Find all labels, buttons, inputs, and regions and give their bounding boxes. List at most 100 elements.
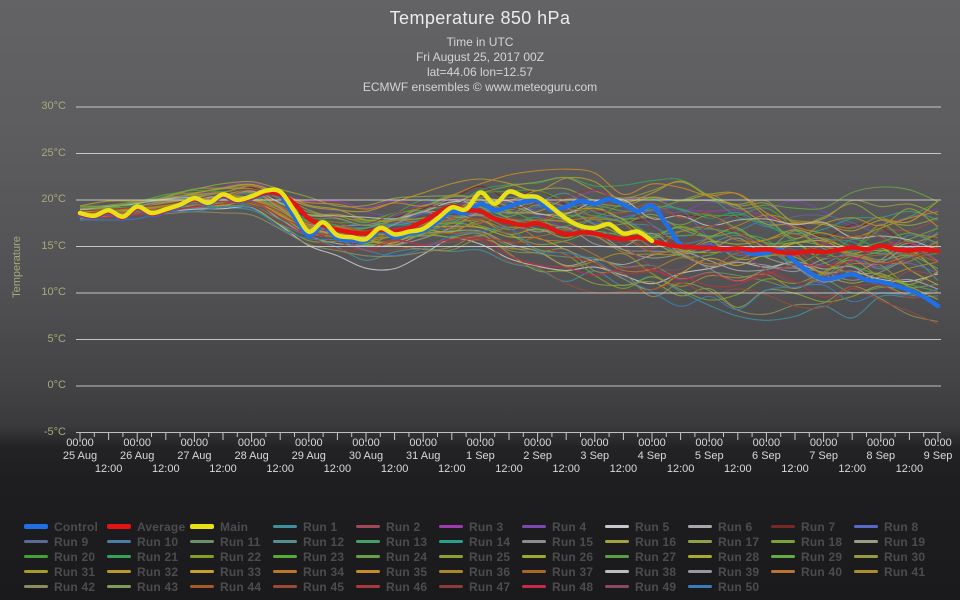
- legend-item-run-16[interactable]: Run 16: [605, 534, 688, 549]
- legend-label: Run 30: [884, 549, 926, 564]
- legend-item-run-31[interactable]: Run 31: [24, 564, 107, 579]
- legend-item-run-17[interactable]: Run 17: [688, 534, 771, 549]
- legend-item-run-10[interactable]: Run 10: [107, 534, 190, 549]
- legend-item-run-22[interactable]: Run 22: [190, 549, 273, 564]
- legend-item-run-40[interactable]: Run 40: [771, 564, 854, 579]
- legend-item-run-30[interactable]: Run 30: [854, 549, 937, 564]
- legend-item-run-27[interactable]: Run 27: [605, 549, 688, 564]
- legend-item-main[interactable]: Main: [190, 519, 273, 534]
- legend-swatch: [605, 525, 629, 528]
- legend-swatch: [273, 540, 297, 543]
- legend-item-run-43[interactable]: Run 43: [107, 579, 190, 594]
- x-minor-time-label: 12:00: [552, 463, 580, 475]
- legend-item-run-15[interactable]: Run 15: [522, 534, 605, 549]
- legend-item-run-24[interactable]: Run 24: [356, 549, 439, 564]
- x-time-label: 00:00: [695, 437, 723, 449]
- legend-item-run-2[interactable]: Run 2: [356, 519, 439, 534]
- legend-item-run-39[interactable]: Run 39: [688, 564, 771, 579]
- x-date-label: 4 Sep: [637, 450, 667, 462]
- legend-item-control[interactable]: Control: [24, 519, 107, 534]
- legend-swatch: [439, 585, 463, 588]
- legend-item-run-41[interactable]: Run 41: [854, 564, 937, 579]
- legend-label: Run 31: [54, 564, 96, 579]
- legend-item-run-37[interactable]: Run 37: [522, 564, 605, 579]
- legend-item-run-42[interactable]: Run 42: [24, 579, 107, 594]
- legend-swatch: [273, 555, 297, 558]
- x-minor-time-label: 12:00: [495, 463, 523, 475]
- legend-item-run-1[interactable]: Run 1: [273, 519, 356, 534]
- legend-item-run-35[interactable]: Run 35: [356, 564, 439, 579]
- legend-item-run-29[interactable]: Run 29: [771, 549, 854, 564]
- x-minor-time-label: 12:00: [209, 463, 237, 475]
- legend-label: Main: [220, 519, 249, 534]
- ensemble-run-line: [79, 205, 939, 311]
- legend-label: Run 6: [718, 519, 753, 534]
- legend-item-run-6[interactable]: Run 6: [688, 519, 771, 534]
- x-date-label: 6 Sep: [752, 450, 781, 462]
- x-minor-time-label: 12:00: [609, 463, 638, 475]
- legend-item-run-5[interactable]: Run 5: [605, 519, 688, 534]
- legend-label: Run 20: [54, 549, 96, 564]
- legend-item-run-28[interactable]: Run 28: [688, 549, 771, 564]
- highlighted-series-layer: [77, 187, 941, 309]
- legend-item-run-34[interactable]: Run 34: [273, 564, 356, 579]
- legend-label: Run 13: [386, 534, 428, 549]
- x-time-label: 00:00: [581, 437, 609, 449]
- x-date-label: 29 Aug: [291, 450, 326, 462]
- x-minor-time-label: 12:00: [724, 463, 752, 475]
- legend-item-run-14[interactable]: Run 14: [439, 534, 522, 549]
- legend-item-run-49[interactable]: Run 49: [605, 579, 688, 594]
- legend-item-run-32[interactable]: Run 32: [107, 564, 190, 579]
- legend-label: Run 19: [884, 534, 926, 549]
- y-tick-label: 15°C: [41, 239, 66, 252]
- legend-item-run-46[interactable]: Run 46: [356, 579, 439, 594]
- legend-label: Run 36: [469, 564, 511, 579]
- legend-item-run-23[interactable]: Run 23: [273, 549, 356, 564]
- legend-label: Run 48: [552, 579, 594, 594]
- legend-swatch: [356, 585, 380, 588]
- ensemble-run-line: [79, 211, 939, 323]
- x-date-label: 7 Sep: [809, 450, 838, 462]
- legend-item-run-44[interactable]: Run 44: [190, 579, 273, 594]
- legend-label: Run 50: [718, 579, 760, 594]
- legend-item-run-12[interactable]: Run 12: [273, 534, 356, 549]
- legend-item-run-18[interactable]: Run 18: [771, 534, 854, 549]
- legend-swatch: [522, 525, 546, 528]
- legend-swatch: [522, 585, 546, 588]
- legend-swatch: [854, 525, 878, 528]
- legend-label: Run 11: [220, 534, 261, 549]
- legend-item-run-25[interactable]: Run 25: [439, 549, 522, 564]
- legend-label: Run 38: [635, 564, 677, 579]
- legend-item-run-19[interactable]: Run 19: [854, 534, 937, 549]
- legend-item-run-26[interactable]: Run 26: [522, 549, 605, 564]
- legend-item-run-21[interactable]: Run 21: [107, 549, 190, 564]
- legend-label: Control: [54, 519, 99, 534]
- legend-item-run-45[interactable]: Run 45: [273, 579, 356, 594]
- x-minor-time-label: 12:00: [380, 463, 409, 475]
- x-time-label: 00:00: [523, 437, 552, 449]
- x-date-label: 31 Aug: [406, 450, 441, 462]
- legend-label: Average: [137, 519, 186, 534]
- legend-swatch: [605, 585, 629, 588]
- legend-label: Run 21: [137, 549, 179, 564]
- legend-label: Run 7: [801, 519, 836, 534]
- y-tick-label: 10°C: [41, 286, 66, 298]
- legend-item-run-50[interactable]: Run 50: [688, 579, 771, 594]
- legend-item-run-20[interactable]: Run 20: [24, 549, 107, 564]
- legend-item-average[interactable]: Average: [107, 519, 190, 534]
- legend-item-run-36[interactable]: Run 36: [439, 564, 522, 579]
- x-date-label: 5 Sep: [694, 450, 724, 462]
- legend-item-run-9[interactable]: Run 9: [24, 534, 107, 549]
- legend-item-run-33[interactable]: Run 33: [190, 564, 273, 579]
- legend-label: Run 25: [469, 549, 511, 564]
- legend-item-run-11[interactable]: Run 11: [190, 534, 273, 549]
- legend-item-run-3[interactable]: Run 3: [439, 519, 522, 534]
- legend-item-run-8[interactable]: Run 8: [854, 519, 937, 534]
- legend-item-run-38[interactable]: Run 38: [605, 564, 688, 579]
- legend-item-run-47[interactable]: Run 47: [439, 579, 522, 594]
- legend-item-run-4[interactable]: Run 4: [522, 519, 605, 534]
- legend-item-run-48[interactable]: Run 48: [522, 579, 605, 594]
- legend-swatch: [190, 555, 214, 558]
- legend-item-run-13[interactable]: Run 13: [356, 534, 439, 549]
- legend-item-run-7[interactable]: Run 7: [771, 519, 854, 534]
